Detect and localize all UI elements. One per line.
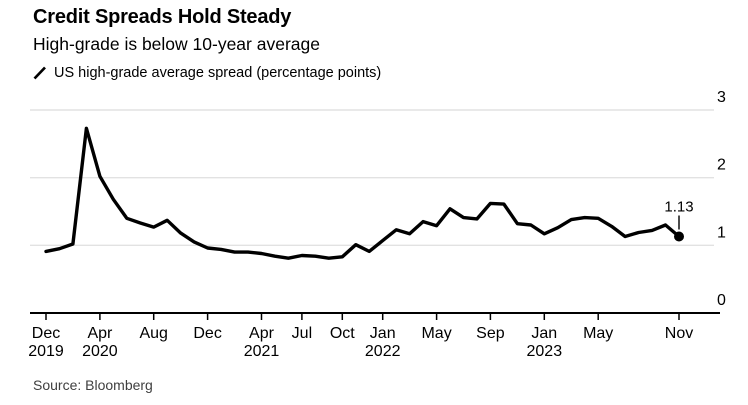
- x-tick-month-label: Jan: [531, 325, 557, 342]
- x-tick-year-label: 2023: [527, 343, 563, 360]
- x-tick-month-label: Dec: [32, 325, 60, 342]
- chart-header: Credit Spreads Hold Steady High-grade is…: [33, 5, 381, 81]
- line-series-icon: [33, 66, 46, 80]
- x-tick-month-label: Oct: [330, 325, 355, 342]
- last-point-marker: [674, 231, 684, 242]
- y-tick-label: 2: [717, 157, 726, 174]
- x-tick-month-label: Sep: [476, 325, 505, 342]
- x-tick-month-label: Nov: [665, 325, 693, 342]
- chart-subtitle: High-grade is below 10-year average: [33, 34, 320, 54]
- source-text: Source: Bloomberg: [33, 377, 153, 393]
- x-tick-year-label: 2020: [82, 343, 118, 360]
- x-tick-month-label: Jan: [370, 325, 396, 342]
- x-tick-month-label: Apr: [87, 325, 113, 342]
- x-tick-year-label: 2021: [244, 343, 280, 360]
- x-tick-year-label: 2022: [365, 343, 401, 360]
- x-tick-month-label: Dec: [193, 325, 221, 342]
- legend: US high-grade average spread (percentage…: [33, 65, 381, 81]
- y-tick-label: 3: [717, 89, 726, 106]
- x-tick-month-label: May: [583, 325, 613, 342]
- spread-line: [44, 126, 681, 260]
- x-tick-month-label: Aug: [139, 325, 167, 342]
- y-tick-label: 0: [717, 292, 726, 309]
- last-value-label: 1.13: [664, 199, 693, 216]
- chart-title: Credit Spreads Hold Steady: [33, 6, 292, 28]
- x-tick-year-label: 2019: [28, 343, 64, 360]
- x-tick-month-label: May: [421, 325, 451, 342]
- x-tick-month-label: Jul: [292, 325, 312, 342]
- x-tick-month-label: Apr: [249, 325, 275, 342]
- y-tick-label: 1: [717, 224, 726, 241]
- legend-label: US high-grade average spread (percentage…: [54, 65, 382, 81]
